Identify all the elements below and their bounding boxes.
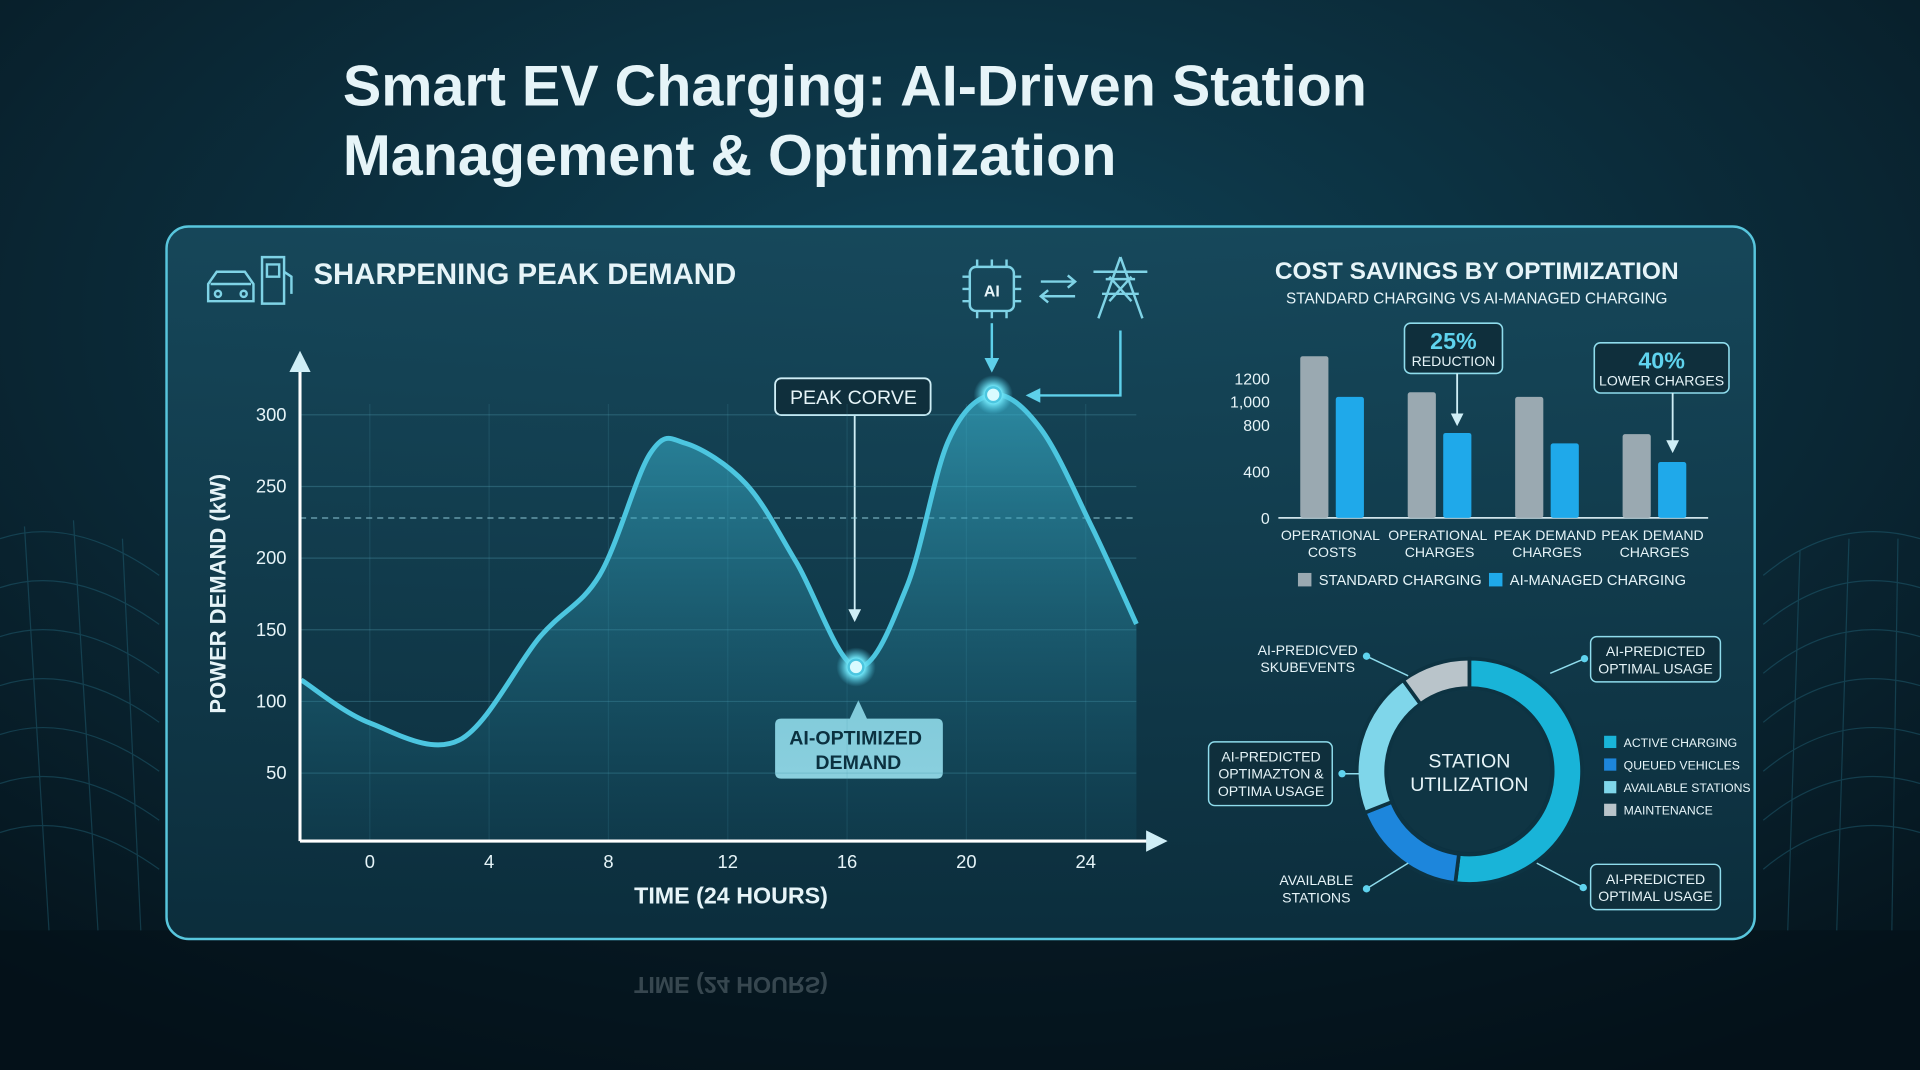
floor	[0, 930, 1920, 1070]
donut-hole	[1388, 690, 1551, 853]
page-title: Management & Optimization	[343, 124, 1117, 188]
bar	[1335, 396, 1364, 518]
chart-title: COST SAVINGS BY OPTIMIZATION	[1275, 258, 1679, 285]
y-tick-label: 100	[256, 691, 287, 712]
wave-grid	[0, 520, 1920, 931]
donut-center-label: UTILIZATION	[1410, 774, 1528, 796]
page-title: Smart EV Charging: AI-Driven Station	[343, 54, 1367, 118]
callout-box	[1207, 741, 1333, 807]
callout-dot	[1338, 770, 1346, 778]
y-tick-label: 250	[256, 476, 287, 497]
legend-label: ACTIVE CHARGING	[1624, 736, 1738, 750]
y-tick-label: 1200	[1234, 371, 1270, 388]
ai-chip-label: AI	[984, 283, 1000, 300]
annotation-text: REDUCTION	[1412, 353, 1496, 369]
legend-swatch	[1604, 735, 1617, 749]
callout-label: AI-PREDICTED	[1221, 748, 1320, 764]
callout-dot	[1362, 885, 1371, 893]
callout-dot	[1362, 652, 1371, 660]
x-axis-label-reflection: TIME (24 HOURS)	[634, 972, 828, 998]
bar	[1407, 392, 1436, 518]
highlight-point	[847, 658, 865, 676]
legend-label: STANDARD CHARGING	[1319, 573, 1482, 589]
legend-swatch	[1297, 572, 1312, 587]
annotation-text: LOWER CHARGES	[1599, 373, 1724, 389]
legend-swatch	[1604, 803, 1617, 816]
callout-label: STATIONS	[1282, 889, 1350, 905]
callout-box	[1589, 863, 1722, 911]
y-tick-label: 0	[1261, 511, 1270, 528]
x-tick-label: 8	[603, 851, 613, 872]
bar	[1300, 356, 1329, 518]
callout-label: AI-PREDICTED	[1606, 871, 1705, 887]
peak-label-box	[774, 377, 932, 416]
bar	[1515, 396, 1544, 518]
callout-label: AVAILABLE	[1279, 872, 1353, 888]
callout-label: OPTIMAL USAGE	[1598, 660, 1712, 676]
x-tick-label: 16	[837, 851, 857, 872]
ai-grid-icons	[962, 256, 1148, 403]
legend-label: MAINTENANCE	[1624, 804, 1713, 818]
trough-label: AI-OPTIMIZED DEMAND	[789, 727, 927, 773]
annotation-headline: 25%	[1430, 328, 1477, 354]
callout-line	[1366, 655, 1409, 677]
x-axis-label: TIME (24 HOURS)	[634, 883, 828, 909]
ev-icons	[206, 255, 293, 305]
callout-label: OPTIMA USAGE	[1218, 783, 1324, 799]
callout-line	[1549, 657, 1585, 675]
y-tick-label: 800	[1243, 418, 1270, 435]
y-tick-label: 300	[256, 404, 287, 425]
y-tick-label: 50	[266, 762, 286, 783]
annotation-box	[1403, 322, 1504, 375]
annotation-headline: 40%	[1638, 348, 1685, 374]
donut-segment	[1400, 656, 1472, 707]
callout-line	[1536, 862, 1584, 889]
demand-line	[299, 392, 1139, 748]
x-tick-label: 0	[365, 851, 375, 872]
callout-label: SKUBEVENTS	[1260, 659, 1355, 675]
callout-label: OPTIMAL USAGE	[1598, 888, 1712, 904]
bar	[1443, 432, 1472, 518]
peak-label: PEAK CORVE	[790, 387, 917, 409]
legend-swatch	[1488, 572, 1503, 587]
annotation-box	[1593, 341, 1730, 394]
x-tick-label: 4	[484, 851, 494, 872]
highlight-point	[984, 386, 1002, 404]
callout-label: OPTIMAZTON &	[1218, 766, 1324, 782]
x-tick-label: 24	[1075, 851, 1095, 872]
legend-swatch	[1604, 758, 1617, 771]
x-tick-label: PEAK DEMAND CHARGES	[1601, 527, 1707, 560]
donut-segment	[1453, 656, 1584, 886]
chart-subtitle: STANDARD CHARGING VS AI-MANAGED CHARGING	[1286, 291, 1667, 308]
legend-swatch	[1604, 781, 1617, 794]
y-axis-label: POWER DEMAND (kW)	[205, 474, 230, 714]
x-tick-label: 20	[956, 851, 976, 872]
chart-title: SHARPENING PEAK DEMAND	[313, 258, 736, 291]
legend-label: AVAILABLE STATIONS	[1624, 781, 1751, 795]
y-tick-label: 200	[256, 547, 287, 568]
callout-label: AI-PREDICTED	[1606, 643, 1705, 659]
x-tick-label: OPERATIONAL CHARGES	[1388, 527, 1490, 560]
y-tick-label: 150	[256, 619, 287, 640]
x-tick-label: 12	[718, 851, 738, 872]
area-fill	[301, 394, 1137, 842]
donut-center-label: STATION	[1428, 751, 1510, 773]
x-tick-label: PEAK DEMAND CHARGES	[1494, 527, 1600, 560]
callout-dot	[1580, 654, 1589, 663]
bar	[1622, 434, 1651, 518]
bar	[1658, 462, 1687, 518]
callout-dot	[1579, 883, 1587, 892]
callout-box	[1589, 635, 1722, 683]
bar	[1550, 443, 1579, 518]
callout-label: AI-PREDICVED	[1258, 642, 1358, 658]
y-tick-label: 1,000	[1230, 395, 1270, 412]
callout-line	[1366, 862, 1409, 890]
legend-label: QUEUED VEHICLES	[1624, 758, 1740, 772]
y-tick-label: 400	[1243, 464, 1270, 481]
legend-label: AI-MANAGED CHARGING	[1510, 573, 1686, 589]
x-tick-label: OPERATIONAL COSTS	[1281, 527, 1383, 560]
